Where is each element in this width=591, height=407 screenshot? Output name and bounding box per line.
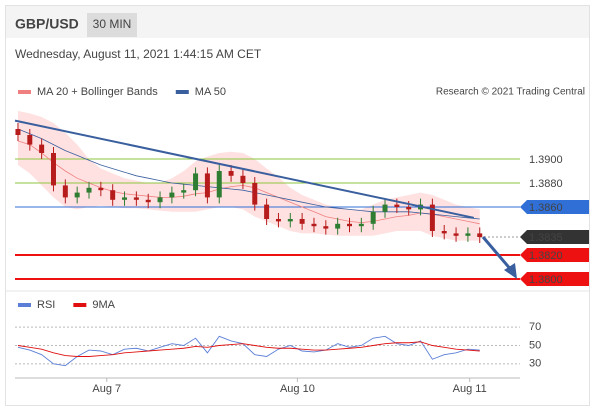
level-box <box>520 272 589 286</box>
candle-body <box>477 233 483 237</box>
candle-body <box>133 197 139 200</box>
candle-body <box>346 223 352 227</box>
candle-body <box>453 233 459 236</box>
candle-body <box>157 197 163 203</box>
candle-body <box>335 223 341 229</box>
level-label: 1.3820 <box>529 250 563 262</box>
symbol: GBP/USD <box>15 16 79 32</box>
candle-body <box>228 171 234 176</box>
candle-body <box>62 185 68 198</box>
forecast-arrow <box>481 236 514 272</box>
candle-body <box>311 223 317 227</box>
legend-swatch <box>175 90 189 94</box>
level-box <box>520 230 589 244</box>
candle-body <box>429 204 435 231</box>
ma-line <box>17 128 480 220</box>
candle-body <box>86 187 92 193</box>
x-tick-label: Aug 7 <box>92 383 121 395</box>
candle-body <box>74 192 80 198</box>
trend-line <box>14 119 475 219</box>
level-box <box>520 248 589 262</box>
level-label: 1.3900 <box>529 154 563 166</box>
candle-body <box>204 173 210 198</box>
level-box <box>520 200 589 214</box>
candle-body <box>193 173 199 191</box>
candle-body <box>441 231 447 234</box>
candle-body <box>264 204 270 219</box>
y-tick-label: 30 <box>529 358 541 370</box>
x-tick-label: Aug 10 <box>280 383 315 395</box>
candle-body <box>181 190 187 193</box>
candle-body <box>382 204 388 212</box>
candle-body <box>323 226 329 229</box>
legend-label: MA 20 + Bollinger Bands <box>37 86 158 98</box>
bollinger-band <box>17 111 480 241</box>
candle-body <box>406 207 412 210</box>
interval: 30 MIN <box>93 17 132 31</box>
forecast-arrow-head <box>504 263 517 279</box>
level-label: 1.3835 <box>529 232 563 244</box>
ma-line <box>17 140 480 225</box>
legend-label: MA 50 <box>195 86 226 98</box>
x-tick-label: Aug 11 <box>453 383 487 395</box>
candle-body <box>216 171 222 198</box>
indicator-line <box>17 341 480 357</box>
legend-swatch <box>18 303 31 307</box>
candle-body <box>98 187 104 191</box>
candle-body <box>370 211 376 224</box>
y-tick-label: 50 <box>529 339 541 351</box>
candle-body <box>122 197 128 200</box>
candle-body <box>252 183 258 205</box>
level-label: 1.3800 <box>529 274 563 286</box>
timestamp: Wednesday, August 11, 2021 1:44:15 AM CE… <box>15 47 262 61</box>
candle-body <box>275 219 281 222</box>
candle-body <box>15 129 21 135</box>
legend-swatch <box>73 303 87 307</box>
legend-label: 9MA <box>92 299 115 311</box>
candle-body <box>39 144 45 153</box>
candle-body <box>287 219 293 222</box>
candle-body <box>145 199 151 203</box>
candle-body <box>27 135 33 145</box>
candle-body <box>299 219 305 224</box>
candle-body <box>50 153 56 186</box>
level-label: 1.3880 <box>529 178 563 190</box>
legend-label: RSI <box>37 299 55 311</box>
candle-body <box>169 192 175 198</box>
indicator-line <box>17 335 480 367</box>
candle-body <box>465 233 471 236</box>
candle-body <box>240 175 246 183</box>
candle-body <box>110 190 116 200</box>
y-tick-label: 70 <box>529 321 541 333</box>
credit: Research © 2021 Trading Central <box>436 87 585 98</box>
candle-body <box>394 204 400 207</box>
interval-badge <box>87 13 137 37</box>
legend-swatch <box>18 90 31 94</box>
level-label: 1.3860 <box>529 202 563 214</box>
candle-body <box>358 223 364 227</box>
